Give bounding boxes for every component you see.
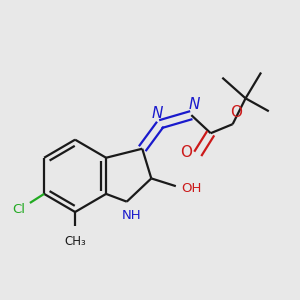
Text: O: O xyxy=(230,105,242,120)
Text: NH: NH xyxy=(122,209,142,222)
Text: N: N xyxy=(152,106,164,121)
Text: O: O xyxy=(180,145,192,160)
Text: OH: OH xyxy=(181,182,202,195)
Text: N: N xyxy=(188,97,200,112)
Text: Cl: Cl xyxy=(12,203,25,216)
Text: CH₃: CH₃ xyxy=(64,235,86,248)
